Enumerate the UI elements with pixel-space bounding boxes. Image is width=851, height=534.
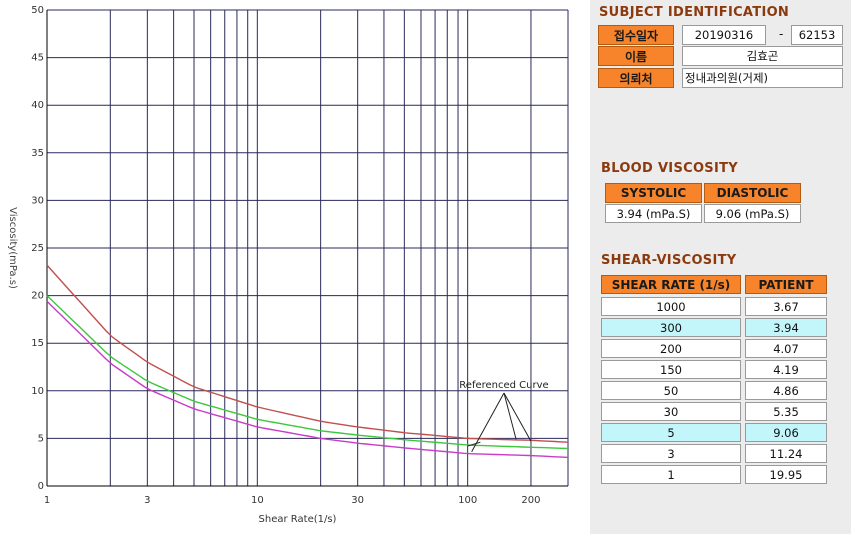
x-tick-label: 30 <box>351 495 364 506</box>
receipt-date-field[interactable]: 20190316 <box>682 25 766 45</box>
annotation-leader <box>467 441 481 447</box>
shear-rate-cell: 200 <box>601 339 741 358</box>
annotation-leader <box>471 392 505 452</box>
series-line-0 <box>46 264 569 443</box>
patient-value-cell: 3.67 <box>745 297 827 316</box>
name-label: 이름 <box>598 46 674 66</box>
diastolic-value: 9.06 (mPa.S) <box>704 204 801 223</box>
x-tick-label: 3 <box>144 495 150 506</box>
patient-value-cell: 4.86 <box>745 381 827 400</box>
patient-value-cell: 9.06 <box>745 423 827 442</box>
series-line-2 <box>46 300 569 459</box>
patient-value-cell: 3.94 <box>745 318 827 337</box>
chart-svg: 0 5 10 15 20 25 30 35 40 45 50 1 3 10 30 100 200 Shear Ra… <box>7 5 569 525</box>
y-tick-label: 25 <box>31 243 44 254</box>
diastolic-label: DIASTOLIC <box>704 183 801 203</box>
patient-value-cell: 19.95 <box>745 465 827 484</box>
y-tick-label: 0 <box>38 481 44 492</box>
patient-header: PATIENT <box>745 275 827 294</box>
patient-value-cell: 4.19 <box>745 360 827 379</box>
y-tick-label: 40 <box>31 100 44 111</box>
x-axis-title: Shear Rate(1/s) <box>259 514 337 525</box>
patient-value-cell: 11.24 <box>745 444 827 463</box>
y-tick-label: 45 <box>31 53 44 64</box>
info-panel: SUBJECT IDENTIFICATION 접수일자 20190316 - 6… <box>590 0 851 534</box>
shear-rate-header: SHEAR RATE (1/s) <box>601 275 741 294</box>
annotation-leader <box>503 392 517 440</box>
shear-rate-cell: 3 <box>601 444 741 463</box>
systolic-label: SYSTOLIC <box>605 183 702 203</box>
shear-rate-cell: 50 <box>601 381 741 400</box>
y-tick-label: 35 <box>31 148 44 159</box>
viscosity-chart: 0 5 10 15 20 25 30 35 40 45 50 1 3 10 30 100 200 Shear Ra… <box>7 5 569 525</box>
shear-viscosity-title: SHEAR-VISCOSITY <box>601 253 737 268</box>
subject-title: SUBJECT IDENTIFICATION <box>599 5 790 20</box>
receipt-number-field[interactable]: 62153 <box>791 25 843 45</box>
x-tick-label: 10 <box>251 495 264 506</box>
patient-value-cell: 5.35 <box>745 402 827 421</box>
x-tick-label: 200 <box>521 495 540 506</box>
clinic-field[interactable]: 정내과의원(거제) <box>682 68 843 88</box>
annotation-leader <box>503 392 532 442</box>
y-tick-label: 20 <box>31 291 44 302</box>
systolic-value: 3.94 (mPa.S) <box>605 204 702 223</box>
series-line-1 <box>46 295 569 450</box>
x-tick-label: 1 <box>44 495 50 506</box>
y-tick-label: 10 <box>31 386 44 397</box>
y-tick-label: 5 <box>38 433 44 444</box>
y-axis-title: Viscosity(mPa.s) <box>7 207 18 289</box>
y-tick-label: 50 <box>31 5 44 16</box>
blood-viscosity-title: BLOOD VISCOSITY <box>601 161 738 176</box>
shear-rate-cell: 5 <box>601 423 741 442</box>
receipt-date-label: 접수일자 <box>598 25 674 45</box>
shear-rate-cell: 30 <box>601 402 741 421</box>
shear-rate-cell: 150 <box>601 360 741 379</box>
patient-value-cell: 4.07 <box>745 339 827 358</box>
y-tick-label: 15 <box>31 338 44 349</box>
name-field[interactable]: 김효곤 <box>682 46 843 66</box>
shear-rate-cell: 1 <box>601 465 741 484</box>
referenced-curve-label: Referenced Curve <box>459 380 548 391</box>
x-tick-label: 100 <box>458 495 477 506</box>
y-tick-label: 30 <box>31 195 44 206</box>
shear-rate-cell: 1000 <box>601 297 741 316</box>
receipt-dash: - <box>779 27 784 41</box>
shear-rate-cell: 300 <box>601 318 741 337</box>
clinic-label: 의뢰처 <box>598 68 674 88</box>
